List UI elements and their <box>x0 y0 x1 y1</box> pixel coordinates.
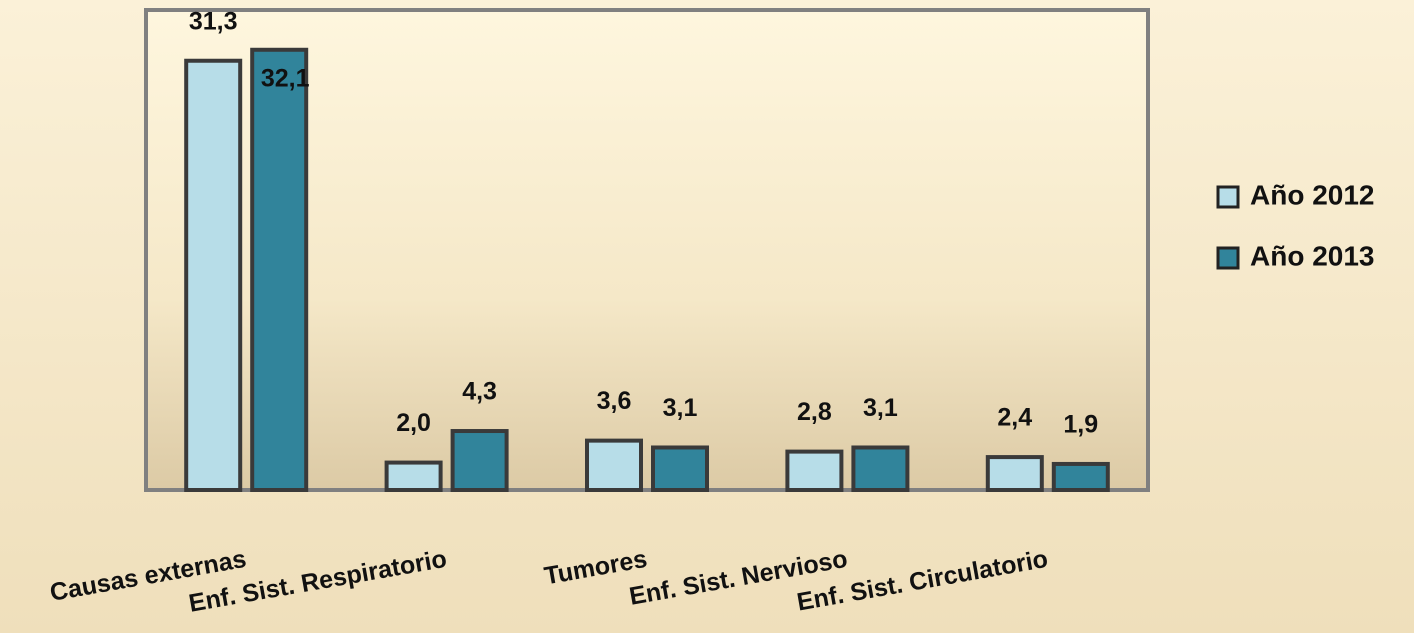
bar <box>384 460 443 493</box>
data-label: 32,1 <box>261 64 310 92</box>
legend-swatch <box>1216 246 1240 270</box>
data-label: 3,1 <box>863 394 898 422</box>
data-label: 31,3 <box>189 7 238 35</box>
legend-swatch <box>1216 185 1240 209</box>
data-label: 2,0 <box>396 409 431 437</box>
bar <box>585 438 643 492</box>
bar <box>1051 461 1110 493</box>
bar <box>651 445 709 493</box>
data-label: 1,9 <box>1063 411 1098 439</box>
bar <box>184 58 243 492</box>
plot-area <box>144 8 1150 492</box>
bar <box>450 429 509 492</box>
bar <box>785 449 844 493</box>
bar <box>250 47 309 493</box>
data-label: 2,8 <box>797 398 832 426</box>
data-label: 3,1 <box>663 394 698 422</box>
bar <box>851 445 910 493</box>
data-label: 4,3 <box>462 378 497 406</box>
bar <box>985 455 1044 493</box>
legend-label: Año 2013 <box>1250 240 1375 271</box>
data-label: 2,4 <box>997 404 1032 432</box>
data-label: 3,6 <box>597 387 632 415</box>
legend-label: Año 2012 <box>1250 179 1375 210</box>
